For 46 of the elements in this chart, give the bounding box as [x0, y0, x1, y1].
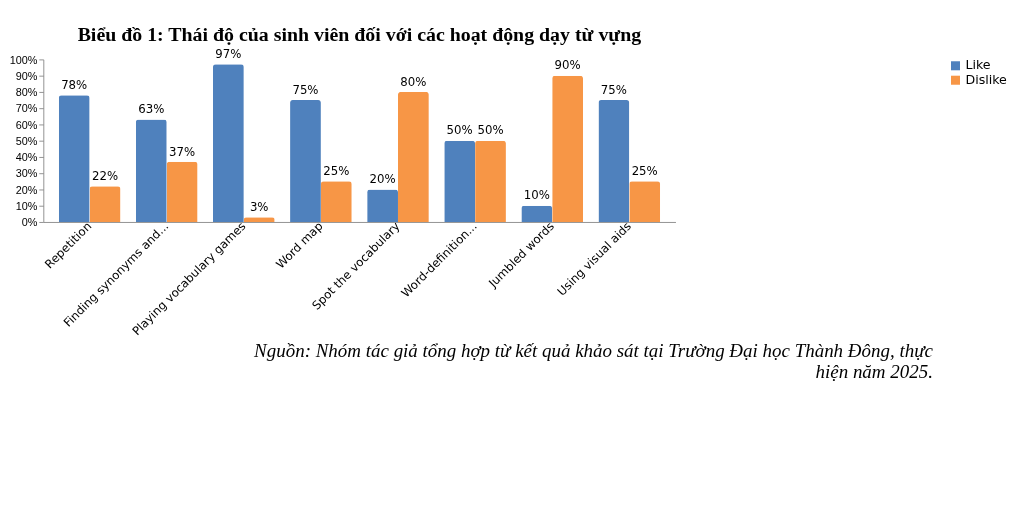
bar	[598, 100, 630, 223]
y-tick-label: 60%	[15, 118, 38, 131]
data-label: 3%	[249, 199, 269, 214]
data-label: 75%	[292, 82, 319, 97]
data-label: 63%	[138, 102, 165, 117]
y-tick-label: 10%	[15, 199, 38, 212]
bar	[521, 205, 553, 223]
y-tick-label: 70%	[15, 102, 38, 115]
data-label: 50%	[477, 123, 504, 138]
bar	[475, 140, 506, 223]
data-label: 10%	[523, 188, 550, 203]
legend-label: Like	[965, 57, 991, 73]
y-tick-label: 40%	[15, 151, 38, 164]
data-label: 37%	[169, 144, 196, 159]
y-tick-label: 20%	[15, 183, 38, 196]
bar	[444, 140, 476, 223]
y-tick-label: 90%	[15, 69, 38, 82]
bar	[58, 95, 90, 223]
data-label: 50%	[446, 123, 473, 138]
bar	[290, 100, 321, 223]
bar	[552, 75, 584, 223]
data-label: 20%	[369, 172, 396, 187]
bar	[320, 181, 352, 223]
bar	[89, 186, 121, 223]
bar	[212, 64, 244, 223]
bar	[397, 91, 429, 223]
data-label: 90%	[554, 58, 581, 73]
y-tick-label: 0%	[21, 216, 38, 229]
y-tick-label: 30%	[15, 167, 38, 180]
text: Nguồn: Nhóm tác giả tổng hợp từ kết quả khảo sát tại Trường Đại học Thành Đông, thực hiện năm 2025.	[253, 340, 934, 382]
data-label: 25%	[631, 164, 658, 179]
bar	[135, 119, 167, 223]
legend-label: Dislike	[965, 71, 1008, 87]
data-label: 22%	[91, 168, 119, 183]
data-label: 25%	[323, 164, 350, 179]
data-label: 75%	[600, 82, 627, 97]
y-tick-label: 50%	[15, 134, 38, 147]
data-label: 78%	[61, 77, 88, 92]
bar	[629, 181, 661, 223]
y-tick-label: 100%	[9, 53, 38, 66]
y-tick-label: 80%	[15, 86, 38, 99]
bar	[166, 161, 198, 223]
bar	[367, 189, 398, 223]
chart-title: Biểu đồ 1: Thái độ của sinh viên đối với các hoạt động dạy từ vựng	[77, 22, 642, 45]
data-label: 97%	[215, 47, 242, 62]
data-label: 80%	[400, 74, 427, 89]
